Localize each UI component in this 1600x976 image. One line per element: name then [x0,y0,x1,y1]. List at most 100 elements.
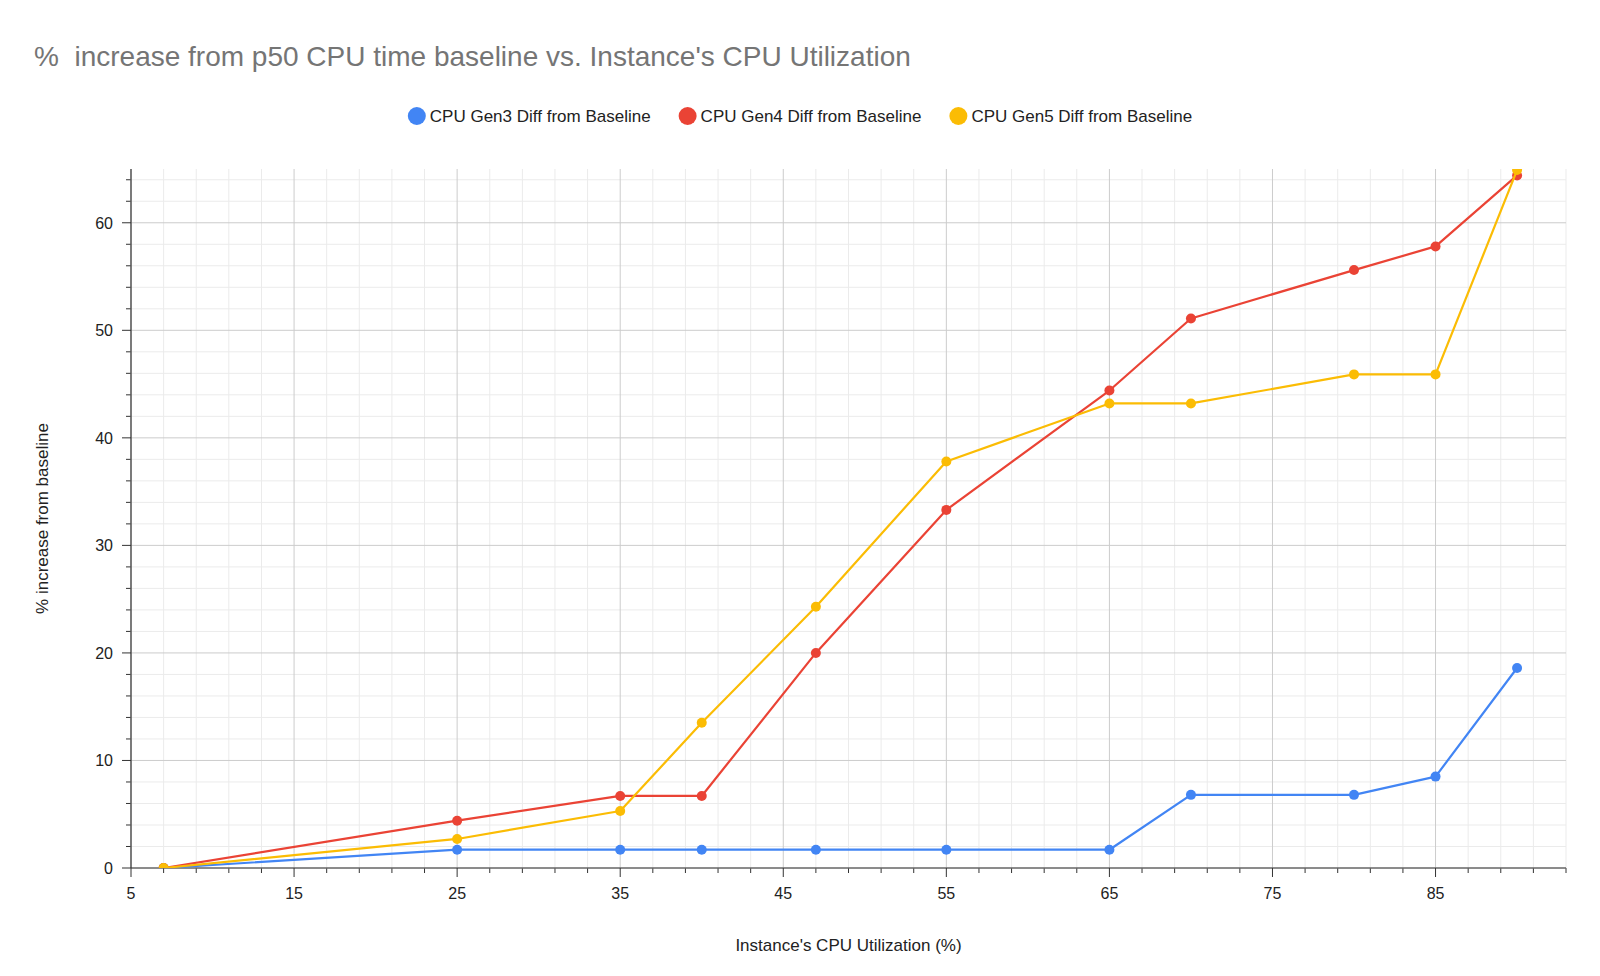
minor-grid-line [131,695,1566,696]
minor-grid-line [522,169,523,868]
minor-tick [126,523,131,524]
minor-tick [126,502,131,503]
minor-tick [913,868,914,873]
minor-grid-line [652,169,653,868]
minor-grid-line [587,169,588,868]
minor-tick [126,609,131,610]
minor-tick [391,868,392,873]
minor-grid-line [131,480,1566,481]
minor-tick [1500,868,1501,873]
minor-tick [1468,868,1469,873]
minor-tick [1239,868,1240,873]
legend-swatch [408,107,426,125]
minor-tick [126,265,131,266]
minor-grid-line [359,169,360,868]
minor-grid-line [1239,169,1240,868]
minor-tick [126,394,131,395]
legend-item: CPU Gen4 Diff from Baseline [679,107,922,126]
minor-grid-line [131,351,1566,352]
series-point [159,863,169,868]
grid-line [620,169,621,868]
grid-line [131,545,1566,546]
minor-grid-line [1533,169,1534,868]
grid-line [457,169,458,868]
minor-grid-line [1370,169,1371,868]
tick-mark [122,222,131,223]
minor-grid-line [1468,169,1469,868]
series-point [159,863,169,868]
series-point [1349,265,1359,275]
y-axis-label: % increase from baseline [33,423,52,614]
grid-line [131,868,1566,869]
minor-tick [196,868,197,873]
minor-tick [1305,868,1306,873]
grid-line [131,437,1566,438]
minor-tick [126,416,131,417]
minor-grid-line [1142,169,1143,868]
legend: CPU Gen3 Diff from BaselineCPU Gen4 Diff… [408,107,1192,126]
minor-grid-line [424,169,425,868]
tick-mark [122,652,131,653]
tick-mark [457,868,458,877]
minor-tick [1533,868,1534,873]
grid-line [1435,169,1436,868]
minor-tick [126,588,131,589]
minor-grid-line [1566,169,1567,868]
series-line [164,668,1517,868]
y-tick-label: 30 [95,537,113,554]
minor-grid-line [131,674,1566,675]
minor-tick [489,868,490,873]
minor-grid-line [131,631,1566,632]
minor-tick [815,868,816,873]
series-point [1512,663,1522,673]
grid-line [131,652,1566,653]
minor-tick [126,717,131,718]
minor-tick [1174,868,1175,873]
minor-tick [163,868,164,873]
chart-svg: % increase from p50 CPU time baseline vs… [0,0,1600,976]
tick-mark [122,545,131,546]
minor-grid-line [131,308,1566,309]
chart-container: % increase from p50 CPU time baseline vs… [0,0,1600,976]
minor-tick [126,308,131,309]
y-tick-label: 0 [104,860,113,877]
minor-grid-line [1305,169,1306,868]
minor-grid-line [163,169,164,868]
series-point [811,648,821,658]
minor-tick [126,674,131,675]
series-point [1512,169,1522,175]
y-axis-line [130,169,131,868]
minor-tick [359,868,360,873]
minor-tick [126,846,131,847]
minor-tick [881,868,882,873]
series-point [1104,398,1114,408]
legend-item: CPU Gen5 Diff from Baseline [949,107,1192,126]
minor-grid-line [131,738,1566,739]
series-point [697,791,707,801]
minor-tick [126,738,131,739]
y-tick-label: 10 [95,752,113,769]
tick-mark [620,868,621,877]
minor-tick [126,373,131,374]
tick-mark [122,437,131,438]
minor-tick [126,244,131,245]
minor-grid-line [1076,169,1077,868]
minor-grid-line [815,169,816,868]
series-point [941,505,951,515]
minor-tick [750,868,751,873]
minor-grid-line [131,179,1566,180]
minor-grid-line [881,169,882,868]
minor-grid-line [1011,169,1012,868]
series-point [1431,241,1441,251]
minor-tick [1076,868,1077,873]
minor-grid-line [1207,169,1208,868]
minor-tick [978,868,979,873]
series-point [1431,772,1441,782]
minor-tick [126,824,131,825]
minor-tick [126,287,131,288]
minor-grid-line [131,287,1566,288]
minor-grid-line [131,523,1566,524]
x-axis-line [131,867,1566,868]
series-point [615,791,625,801]
legend-swatch [679,107,697,125]
